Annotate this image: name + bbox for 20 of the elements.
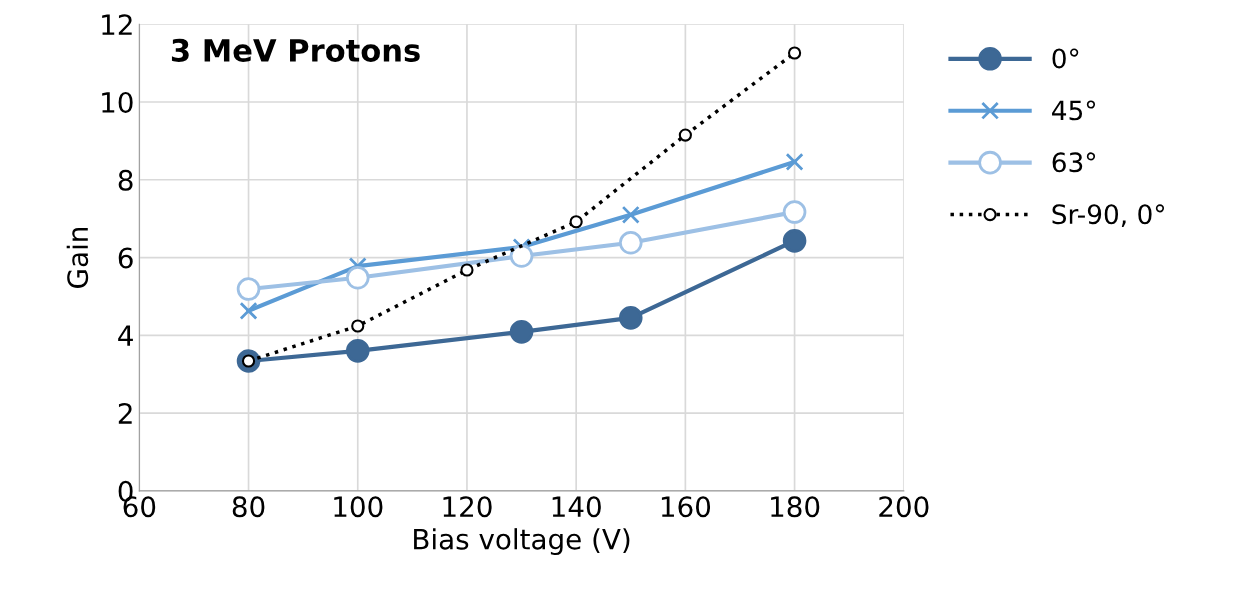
x-tick-label: 80 — [232, 496, 265, 518]
y-tick-label: 8 — [118, 169, 133, 191]
x-tick-label: 180 — [771, 496, 820, 518]
y-tick-label: 10 — [102, 91, 133, 113]
x-tick-label: 160 — [661, 496, 711, 518]
x-axis-title: Bias voltage (V) — [414, 528, 630, 556]
y-tick-label: 2 — [118, 403, 132, 424]
y-tick-label: 12 — [102, 14, 132, 35]
legend-label: Sr-90, 0° — [1052, 204, 1165, 227]
x-tick-label: 140 — [552, 496, 601, 518]
y-axis-title: Gain — [66, 227, 89, 288]
y-tick-label: 4 — [118, 325, 133, 346]
chart-title: 3 MeV Protons — [171, 38, 420, 62]
x-tick-label: 120 — [443, 496, 492, 518]
legend-label: 0° — [1052, 48, 1079, 69]
x-tick-label: 200 — [879, 496, 929, 518]
legend-label: 45° — [1052, 100, 1096, 121]
x-tick-label: 100 — [334, 496, 383, 518]
y-tick-label: 6 — [118, 247, 133, 269]
legend-label: 63° — [1052, 152, 1096, 173]
